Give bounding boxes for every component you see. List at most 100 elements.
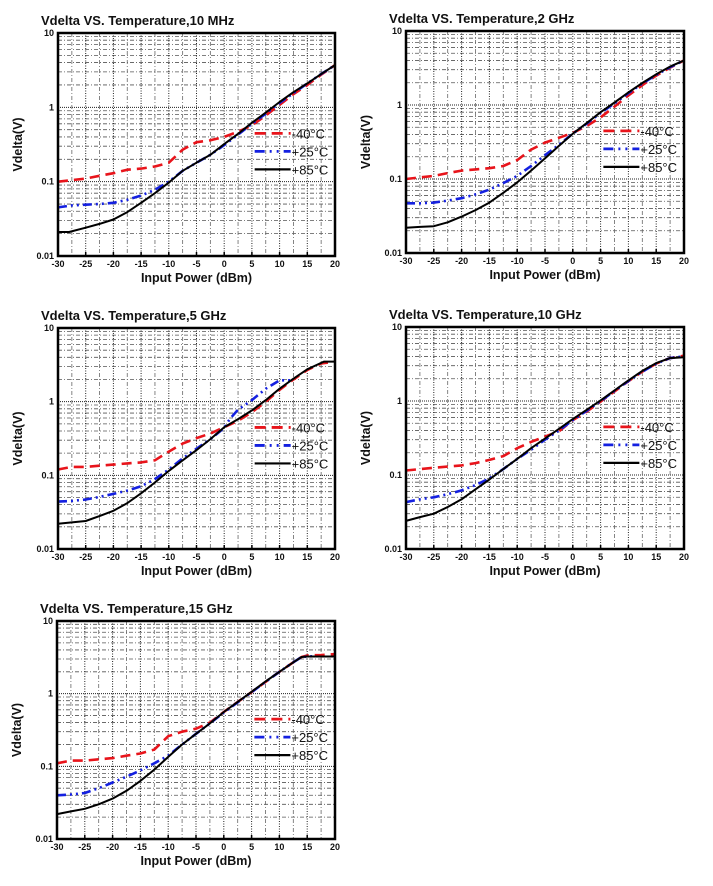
x-tick-label: 10 [274,842,284,852]
x-tick-label: 20 [330,552,340,562]
legend-label: -40°C [640,124,673,139]
x-tick-label: -25 [79,552,92,562]
legend-label: -40°C [291,712,324,727]
chart-4: Vdelta VS. Temperature,15 GHz -30 -25 -20 -1… [10,601,340,868]
x-tick-label: 20 [679,256,689,266]
x-tick-label: -15 [135,259,148,269]
x-tick-label: 0 [222,259,227,269]
x-axis-label: Input Power (dBm) [489,268,600,282]
x-tick-label: -30 [399,552,412,562]
y-tick-label: 0.01 [384,544,402,554]
chart-title: Vdelta VS. Temperature,10 MHz [41,13,235,28]
y-tick-label: 1 [48,689,53,699]
series-line-+85C [405,356,685,522]
chart-title: Vdelta VS. Temperature,10 GHz [389,307,582,322]
x-tick-label: -5 [192,552,200,562]
x-tick-label: -10 [511,552,524,562]
legend-label: +25°C [292,144,329,159]
chart-title: Vdelta VS. Temperature,15 GHz [40,601,233,616]
series-line-+25C [406,59,685,205]
x-axis-label: Input Power (dBm) [140,854,251,868]
legend-label: -40°C [292,126,325,141]
y-tick-label: 0.01 [36,544,54,554]
y-tick-label: 1 [49,397,54,407]
x-axis-label: Input Power (dBm) [489,564,600,578]
y-axis-label: Vdelta(V) [359,411,373,465]
legend-label: +25°C [640,142,677,157]
x-tick-label: -5 [541,552,549,562]
series-line-+25C [57,379,291,503]
x-tick-label: -30 [50,842,63,852]
x-axis-label: Input Power (dBm) [141,564,252,578]
x-tick-label: -20 [107,259,120,269]
y-tick-label: 0.01 [384,248,402,258]
y-tick-label: 0.1 [41,177,54,187]
y-axis-label: Vdelta(V) [10,703,24,757]
y-tick-label: 10 [44,323,54,333]
x-tick-label: 20 [679,552,689,562]
series-line--40C [57,64,336,183]
series-line-+85C [405,59,685,229]
x-tick-label: -15 [483,552,496,562]
chart-0: Vdelta VS. Temperature,10 MHz -30 -25 -20 -1… [11,13,340,285]
x-tick-label: -20 [455,552,468,562]
x-tick-label: 10 [623,256,633,266]
y-tick-label: 0.01 [36,251,54,261]
chart-2: Vdelta VS. Temperature,5 GHz -30 -25 -20 -15… [11,308,340,578]
x-tick-label: -20 [107,552,120,562]
legend-label: +25°C [291,730,328,745]
chart-title: Vdelta VS. Temperature,5 GHz [41,308,227,323]
legend-label: +85°C [640,160,677,175]
x-tick-label: 5 [249,842,254,852]
series-line-+85C [57,360,335,525]
x-tick-label: 15 [651,552,661,562]
x-tick-label: 5 [598,256,603,266]
y-tick-label: 1 [397,396,402,406]
y-tick-label: 1 [49,102,54,112]
x-tick-label: -5 [192,842,200,852]
x-tick-label: -10 [511,256,524,266]
y-tick-label: 0.1 [389,470,402,480]
x-tick-label: 5 [598,552,603,562]
chart-3: Vdelta VS. Temperature,10 GHz -30 -25 -20 -1… [359,307,689,578]
x-tick-label: 5 [249,259,254,269]
y-tick-label: 10 [43,616,53,626]
x-tick-label: -25 [427,552,440,562]
legend-label: +85°C [291,748,328,763]
y-tick-label: 10 [392,26,402,36]
x-tick-label: -20 [106,842,119,852]
x-tick-label: 10 [275,552,285,562]
series-line--40C [405,59,685,181]
y-tick-label: 0.1 [389,174,402,184]
y-tick-label: 10 [44,28,54,38]
x-tick-label: 15 [302,259,312,269]
x-tick-label: 0 [222,552,227,562]
x-tick-label: -25 [78,842,91,852]
y-tick-label: 0.1 [41,470,54,480]
x-tick-label: -15 [483,256,496,266]
y-axis-label: Vdelta(V) [11,117,25,171]
legend-label: -40°C [292,420,325,435]
legend-label: +85°C [292,456,329,471]
series-line--40C [56,652,336,765]
series-line-+85C [58,64,336,233]
x-tick-label: 5 [249,552,254,562]
x-tick-label: -15 [135,552,148,562]
x-tick-label: 15 [302,552,312,562]
x-tick-label: -30 [51,259,64,269]
chart-title: Vdelta VS. Temperature,2 GHz [389,11,575,26]
series-line--40C [57,360,336,471]
x-tick-label: -25 [427,256,440,266]
x-tick-label: 20 [330,842,340,852]
x-tick-label: -30 [399,256,412,266]
x-tick-label: -15 [134,842,147,852]
x-tick-label: -20 [455,256,468,266]
x-tick-label: -5 [192,259,200,269]
legend-label: +25°C [292,438,329,453]
x-tick-label: -25 [79,259,92,269]
x-tick-label: 0 [570,552,575,562]
series-line-+85C [56,655,335,816]
series-line-+25C [56,654,316,797]
legend-label: +85°C [292,162,329,177]
